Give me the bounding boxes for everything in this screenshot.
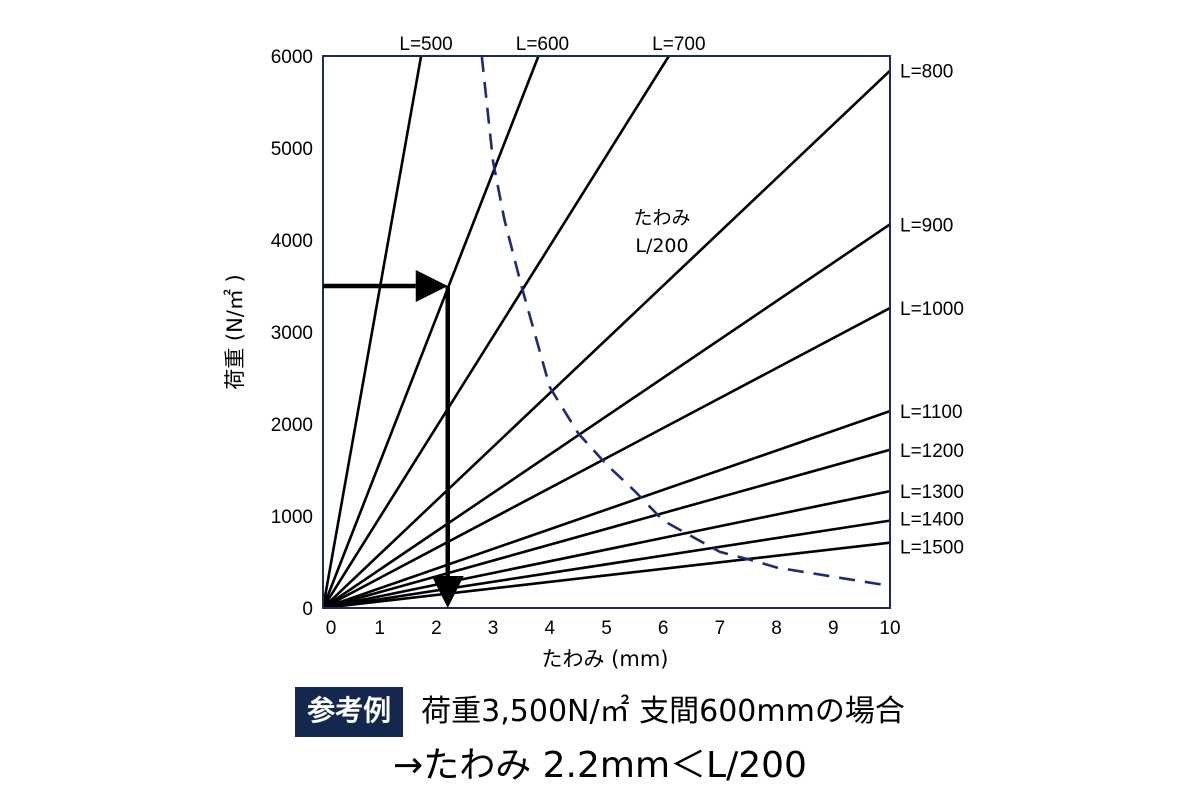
series-label-l-700: L=700 [652,34,705,55]
example-badge: 参考例 [295,687,404,737]
series-line-l-1500 [323,541,890,608]
series-line-l-1200 [323,448,890,608]
plot-frame [322,55,891,609]
x-axis-label: たわみ (mm) [542,647,669,671]
l200-dashed-curve [480,56,890,588]
x-tick-2: 2 [431,618,442,639]
series-labels: L=500 L=600 L=700 L=800 L=900 L=1000 L=1100 L=1… [399,34,964,559]
series-label-l-600: L=600 [516,34,569,55]
y-tick-6000: 6000 [271,47,313,68]
y-tick-0: 0 [302,599,313,620]
arrow-head-2 [431,576,464,608]
x-tick-8: 8 [771,618,782,639]
x-tick-labels: 0 1 2 3 4 5 6 7 8 9 10 [326,618,901,639]
series-line-l-1000 [323,306,890,608]
series-line-l-900 [323,223,890,608]
y-axis-label: 荷重 (N/㎡ ) [223,274,247,390]
series-line-l-800 [323,69,890,608]
x-tick-3: 3 [488,618,499,639]
x-tick-10: 10 [879,618,900,639]
y-tick-5000: 5000 [271,139,313,160]
l200-curve [480,56,890,588]
x-tick-9: 9 [828,618,839,639]
caption-condition: 荷重3,500N/㎡ 支間600mmの場合 [421,694,905,729]
series-label-l-500: L=500 [399,34,452,55]
series-label-l-1500: L=1500 [900,538,964,559]
series-label-l-900: L=900 [900,215,953,236]
x-tick-0: 0 [326,618,337,639]
series-label-l-800: L=800 [900,62,953,83]
caption-line-1: 参考例 荷重3,500N/㎡ 支間600mmの場合 [0,684,1200,740]
series-label-l-1400: L=1400 [900,510,964,531]
x-tick-4: 4 [545,618,556,639]
caption-line-2: →たわみ 2.2mm＜L/200 [0,742,1200,790]
series-label-l-1100: L=1100 [900,402,963,423]
x-tick-5: 5 [601,618,612,639]
series-lines [323,56,890,608]
series-label-l-1300: L=1300 [900,482,964,503]
series-line-l-600 [323,56,540,608]
series-label-l-1200: L=1200 [900,441,964,462]
x-tick-6: 6 [658,618,669,639]
series-label-l-1000: L=1000 [900,299,964,320]
arrow-head-1 [415,270,448,302]
y-tick-3000: 3000 [271,323,313,344]
caption-result: →たわみ 2.2mm＜L/200 [393,745,807,786]
series-line-l-500 [323,56,423,608]
x-tick-7: 7 [715,618,726,639]
series-line-l-1100 [323,409,890,608]
y-tick-2000: 2000 [271,415,313,436]
series-line-l-700 [323,56,670,608]
curve-label-line2: L/200 [635,235,688,257]
y-tick-labels: 0 1000 2000 3000 4000 5000 6000 [271,47,313,620]
example-arrows [323,270,464,608]
deflection-chart: 0 1 2 3 4 5 6 7 8 9 10 0 1000 2000 3000 4000 5000 6000 L… [223,34,964,671]
x-tick-1: 1 [374,618,385,639]
y-tick-1000: 1000 [271,507,313,528]
series-line-l-1400 [323,519,890,608]
y-tick-4000: 4000 [271,231,313,252]
curve-label-line1: たわみ [633,207,690,229]
series-line-l-1300 [323,489,890,608]
